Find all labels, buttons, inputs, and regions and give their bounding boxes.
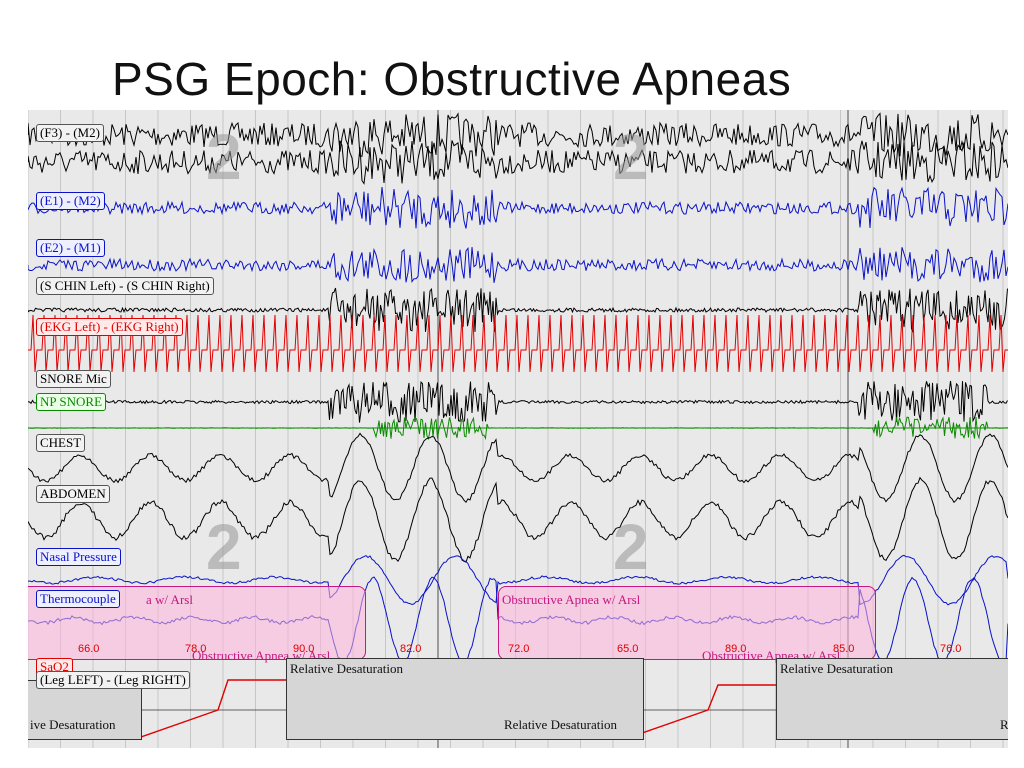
stage-digit: 2 bbox=[613, 511, 649, 583]
stage-digit: 2 bbox=[613, 121, 649, 193]
desaturation-event[interactable] bbox=[776, 658, 1008, 740]
desaturation-label: Relative Desaturation bbox=[290, 661, 403, 676]
stage-digit: 2 bbox=[206, 511, 242, 583]
desaturation-label: R bbox=[1000, 717, 1008, 732]
channel-label-e2-m1[interactable]: (E2) - (M1) bbox=[36, 239, 105, 257]
eog-trace bbox=[28, 246, 1008, 284]
channel-label-nasal-pressure[interactable]: Nasal Pressure bbox=[36, 548, 121, 566]
desaturation-label: Relative Desaturation bbox=[504, 717, 617, 732]
channel-label-ekg[interactable]: (EKG Left) - (EKG Right) bbox=[36, 318, 183, 336]
channel-label-leg[interactable]: (Leg LEFT) - (Leg RIGHT) bbox=[36, 671, 190, 689]
sao2-value: 76.0 bbox=[940, 643, 962, 655]
psg-epoch-panel: 2 2 2 2 a w/ Arsl Obstructive Apnea w/ A… bbox=[28, 110, 1008, 748]
slide-title: PSG Epoch: Obstructive Apneas bbox=[112, 53, 792, 105]
nasal-pressure-trace bbox=[28, 554, 1008, 606]
sao2-value: 89.0 bbox=[725, 643, 747, 655]
desaturation-event[interactable] bbox=[286, 658, 644, 740]
ekg-trace bbox=[28, 314, 1008, 373]
channel-label-abdomen[interactable]: ABDOMEN bbox=[36, 485, 110, 503]
sao2-value: 82.0 bbox=[400, 643, 422, 655]
channel-label-f3-m2[interactable]: (F3) - (M2) bbox=[36, 124, 104, 142]
obstructive-apnea-event[interactable] bbox=[498, 586, 876, 660]
channel-label-e1-m2[interactable]: (E1) - (M2) bbox=[36, 192, 105, 210]
event-label: a w/ Arsl bbox=[146, 592, 193, 607]
eog-trace bbox=[28, 186, 1008, 229]
np-snore-trace bbox=[28, 416, 1008, 441]
sao2-value: 66.0 bbox=[78, 643, 100, 655]
eeg-trace bbox=[28, 140, 1008, 185]
sao2-value: 72.0 bbox=[508, 643, 530, 655]
sao2-value: 85.0 bbox=[833, 643, 855, 655]
sao2-value: 65.0 bbox=[617, 643, 639, 655]
event-label: Obstructive Apnea w/ Arsl bbox=[502, 592, 641, 607]
channel-label-chin[interactable]: (S CHIN Left) - (S CHIN Right) bbox=[36, 277, 214, 295]
stage-digit: 2 bbox=[206, 121, 242, 193]
sao2-value: 90.0 bbox=[293, 643, 315, 655]
channel-label-thermocouple[interactable]: Thermocouple bbox=[36, 590, 120, 608]
abdomen-trace bbox=[28, 476, 1008, 563]
chin-emg-trace bbox=[28, 287, 1008, 333]
sao2-value: 78.0 bbox=[185, 643, 207, 655]
chest-trace bbox=[28, 432, 1008, 504]
desaturation-label: ive Desaturation bbox=[30, 717, 116, 732]
channel-label-chest[interactable]: CHEST bbox=[36, 434, 86, 452]
snore-mic-trace bbox=[28, 380, 1008, 423]
channel-label-snore-mic[interactable]: SNORE Mic bbox=[36, 370, 111, 388]
desaturation-label: Relative Desaturation bbox=[780, 661, 893, 676]
channel-label-np-snore[interactable]: NP SNORE bbox=[36, 393, 107, 411]
eeg-trace bbox=[28, 112, 1008, 157]
